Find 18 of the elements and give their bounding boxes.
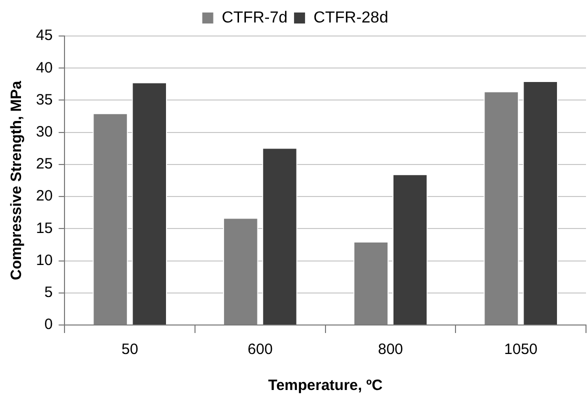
y-tick-label: 0 bbox=[44, 316, 53, 334]
y-tick-label: 15 bbox=[36, 220, 53, 237]
y-tick-label: 30 bbox=[36, 123, 53, 140]
x-tick-label: 600 bbox=[248, 341, 273, 358]
x-tick-label: 50 bbox=[122, 341, 138, 358]
y-tick-label: 45 bbox=[36, 27, 53, 44]
y-axis-title: Compressive Strength, MPa bbox=[8, 80, 26, 280]
y-tick-label: 10 bbox=[36, 252, 53, 269]
x-axis-title: Temperature, ºC bbox=[268, 377, 383, 394]
x-tick-label: 1050 bbox=[504, 341, 538, 358]
y-tick-label: 35 bbox=[36, 91, 53, 108]
y-tick-label: 25 bbox=[36, 156, 53, 173]
y-tick-label: 20 bbox=[36, 188, 53, 205]
y-tick-label: 40 bbox=[36, 59, 53, 76]
legend-label: CTFR-28d bbox=[314, 9, 388, 26]
legend-label: CTFR-7d bbox=[222, 9, 288, 26]
x-tick-label: 800 bbox=[378, 341, 404, 358]
y-tick-label: 5 bbox=[44, 284, 53, 302]
